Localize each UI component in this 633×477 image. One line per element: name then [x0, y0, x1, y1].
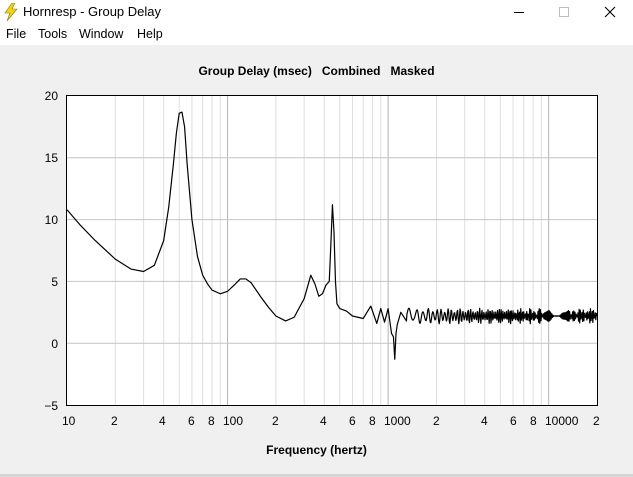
x-tick-label: 1000 — [384, 414, 411, 428]
window-title: Hornresp - Group Delay — [23, 4, 161, 19]
group-delay-plot — [67, 96, 597, 405]
close-button[interactable] — [587, 0, 633, 24]
x-tick-label: 8 — [530, 414, 537, 428]
menu-help[interactable]: Help — [137, 27, 163, 41]
maximize-icon — [559, 7, 569, 17]
x-tick-label: 4 — [159, 414, 166, 428]
group-delay-line — [67, 111, 597, 360]
x-tick-label: 4 — [320, 414, 327, 428]
x-tick-label: 2 — [272, 414, 279, 428]
y-tick-label: 20 — [44, 89, 58, 103]
plot-area — [66, 95, 598, 406]
x-tick-label: 6 — [510, 414, 517, 428]
x-tick-label: 2 — [111, 414, 118, 428]
x-axis-title: Frequency (hertz) — [266, 443, 367, 457]
y-tick-label: 10 — [44, 213, 58, 227]
x-tick-label: 2 — [593, 414, 600, 428]
x-tick-label: 10 — [62, 414, 76, 428]
lightning-bolt-icon — [4, 3, 18, 21]
minimize-icon — [514, 12, 524, 13]
minimize-button[interactable] — [496, 0, 542, 24]
title-bar: Hornresp - Group Delay — [0, 0, 633, 24]
close-icon — [604, 6, 616, 18]
y-tick-label: 0 — [51, 337, 58, 351]
x-tick-label: 8 — [208, 414, 215, 428]
menu-file[interactable]: File — [6, 27, 27, 41]
menu-tools[interactable]: Tools — [38, 27, 68, 41]
x-tick-label: 6 — [188, 414, 195, 428]
x-tick-label: 4 — [481, 414, 488, 428]
menu-window[interactable]: Window — [79, 27, 124, 41]
bottom-border — [0, 474, 633, 477]
x-tick-label: 2 — [433, 414, 440, 428]
x-tick-label: 100 — [223, 414, 244, 428]
maximize-button[interactable] — [541, 0, 587, 24]
menu-bar: File Tools Window Help — [0, 24, 633, 45]
x-tick-label: 6 — [349, 414, 356, 428]
plot-title: Group Delay (msec) Combined Masked — [198, 64, 435, 78]
x-tick-label: 8 — [369, 414, 376, 428]
y-tick-label: 5 — [51, 275, 58, 289]
y-tick-label: 15 — [44, 151, 58, 165]
x-tick-label: 10000 — [545, 414, 579, 428]
y-tick-label: −5 — [44, 399, 58, 413]
